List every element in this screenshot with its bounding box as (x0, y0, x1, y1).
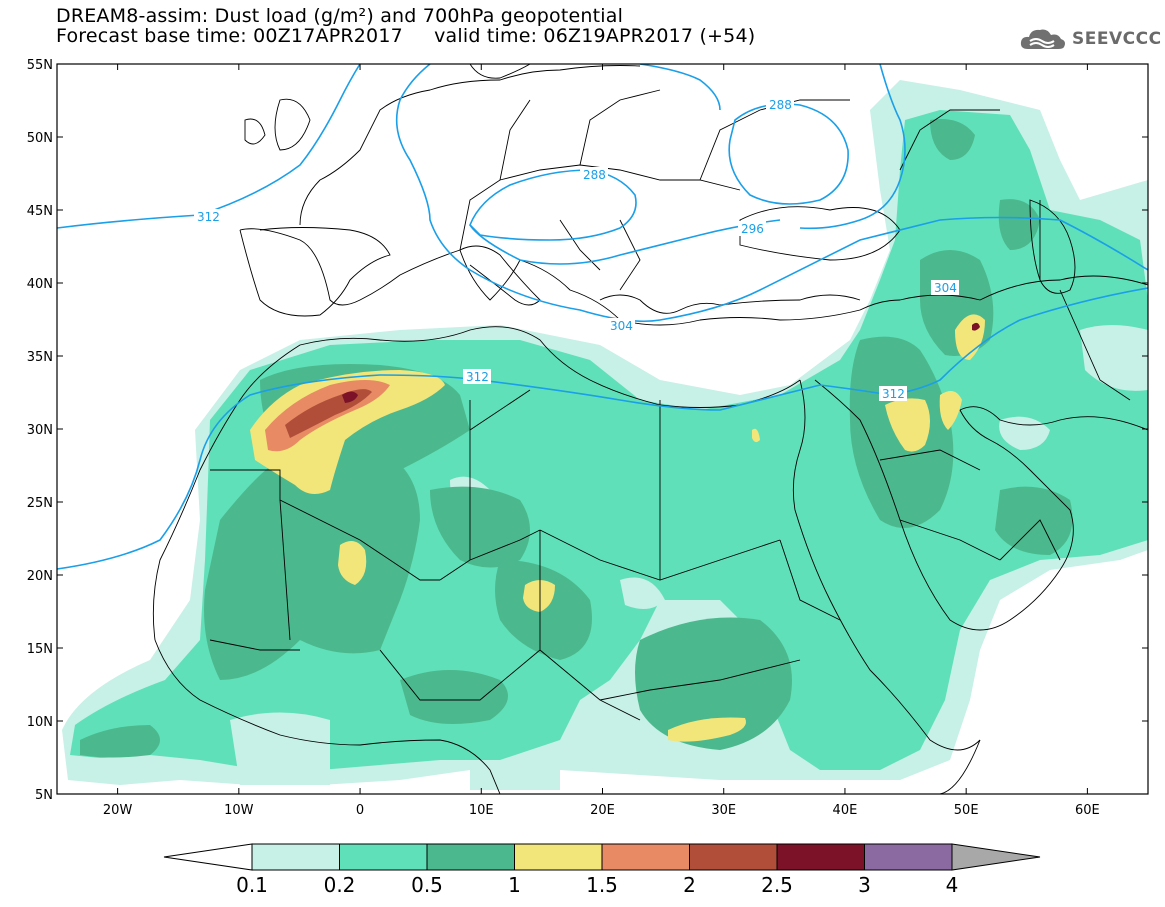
contour-296-east (799, 64, 906, 230)
coastlines (152, 64, 1148, 794)
geopotential-contours (57, 64, 1148, 570)
contour-304 (395, 64, 1148, 322)
colorbar-label: 1 (508, 873, 521, 897)
lat-label: 30N (27, 423, 53, 438)
contour-label: 312 (466, 370, 489, 384)
colorbar-label: 3 (858, 873, 871, 897)
contour-296 (469, 219, 781, 265)
contour-labels: 312 288 288 296 304 304 312 312 (194, 97, 959, 401)
lat-label: 10N (27, 715, 53, 730)
lon-label: 0 (356, 803, 364, 818)
lon-label: 10E (469, 803, 494, 818)
lat-label: 35N (27, 350, 53, 365)
contour-label: 304 (610, 319, 633, 333)
contour-312-north (57, 64, 361, 229)
title-line-2: Forecast base time: 00Z17APR2017 valid t… (56, 25, 756, 47)
colorbar-label: 1.5 (586, 873, 618, 897)
colorbar-swatch (689, 843, 778, 871)
colorbar-swatch (514, 843, 603, 871)
lon-label: 10W (224, 803, 254, 818)
colorbar-swatch (251, 843, 340, 871)
contour-296-north (639, 64, 721, 111)
lon-label: 20W (103, 803, 133, 818)
colorbar-label: 0.5 (411, 873, 443, 897)
colorbar-max-arrow (951, 843, 1041, 871)
colorbar-label: 0.1 (236, 873, 268, 897)
contour-312-south (57, 287, 1148, 570)
lat-label: 25N (27, 496, 53, 511)
contour-label: 312 (882, 387, 905, 401)
colorbar-min-arrow (163, 843, 253, 871)
colorbar-swatch (601, 843, 690, 871)
lon-label: 40E (833, 803, 858, 818)
colorbar: 0.1 0.2 0.5 1 1.5 2 2.5 3 4 (163, 843, 1041, 897)
lat-label: 40N (27, 277, 53, 292)
title-line-1: DREAM8-assim: Dust load (g/m²) and 700hP… (56, 5, 624, 27)
contour-label: 288 (769, 98, 792, 112)
seevccc-logo: SEEVCCC (1018, 24, 1162, 54)
colorbar-swatch (339, 843, 428, 871)
colorbar-label: 2 (683, 873, 696, 897)
contour-label: 288 (583, 168, 606, 182)
lon-label: 30E (711, 803, 736, 818)
colorbar-swatch (776, 843, 865, 871)
contour-label: 304 (934, 281, 957, 295)
logo-text: SEEVCCC (1072, 29, 1162, 49)
lat-label: 45N (27, 204, 53, 219)
cloud-icon (1020, 29, 1065, 49)
lon-label: 50E (954, 803, 979, 818)
colorbar-label: 0.2 (324, 873, 356, 897)
longitude-axis: 20W 10W 0 10E 20E 30E 40E 50E 60E (103, 64, 1100, 818)
contour-label: 312 (197, 210, 220, 224)
dust-layers (62, 80, 1148, 790)
lon-label: 60E (1075, 803, 1100, 818)
lat-label: 20N (27, 569, 53, 584)
colorbar-label: 4 (946, 873, 959, 897)
lon-label: 20E (590, 803, 615, 818)
lat-label: 55N (27, 58, 53, 73)
contour-288-west (469, 169, 637, 241)
lat-label: 50N (27, 131, 53, 146)
latitude-axis: 55N 50N 45N 40N 35N 30N 25N 20N 15N 10N 5N (27, 58, 1148, 803)
dust-level-7 (342, 322, 980, 403)
lat-label: 15N (27, 642, 53, 657)
colorbar-swatch (426, 843, 515, 871)
contour-label: 296 (741, 222, 764, 236)
lat-label: 5N (35, 788, 53, 803)
colorbar-swatch (864, 843, 953, 871)
chart-title: DREAM8-assim: Dust load (g/m²) and 700hP… (56, 6, 755, 46)
colorbar-label: 2.5 (761, 873, 793, 897)
